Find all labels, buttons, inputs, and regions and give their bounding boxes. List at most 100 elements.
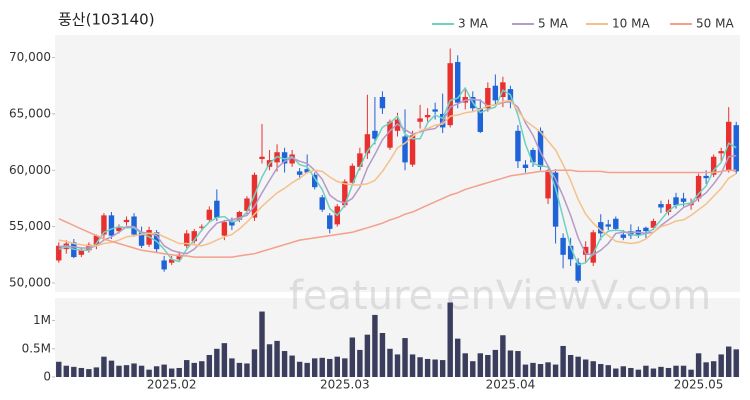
volume-bar bbox=[628, 367, 634, 377]
candle-body bbox=[289, 154, 295, 164]
candle-body bbox=[206, 209, 213, 220]
volume-bar bbox=[138, 365, 145, 377]
volume-bar bbox=[311, 358, 318, 377]
candle-body bbox=[168, 259, 175, 263]
volume-bar bbox=[492, 349, 499, 377]
volume-bar bbox=[537, 364, 544, 377]
volume-bar bbox=[710, 361, 717, 377]
candle-body bbox=[725, 121, 732, 171]
volume-bar bbox=[274, 340, 280, 377]
legend-label: 3 MA bbox=[458, 17, 489, 31]
candle-body bbox=[628, 231, 634, 236]
candle-body bbox=[545, 170, 551, 199]
volume-bar bbox=[146, 369, 152, 377]
volume-bar bbox=[522, 364, 529, 377]
ma-line bbox=[58, 98, 737, 256]
volume-bar bbox=[530, 362, 536, 377]
legend-label: 10 MA bbox=[612, 17, 650, 31]
candle-body bbox=[402, 136, 408, 163]
candle-body bbox=[650, 220, 657, 228]
volume-bar bbox=[184, 360, 190, 377]
volume-bar bbox=[387, 348, 393, 377]
volume-bar bbox=[718, 354, 724, 377]
candle-body bbox=[530, 149, 536, 163]
volume-bar bbox=[244, 363, 250, 377]
volume-bar bbox=[560, 345, 566, 377]
volume-bar bbox=[236, 362, 243, 377]
candle-body bbox=[643, 227, 649, 232]
volume-bar bbox=[582, 359, 589, 377]
volume-bar bbox=[462, 353, 468, 377]
volume-bar bbox=[424, 358, 431, 377]
volume-bar bbox=[643, 365, 649, 377]
candle-body bbox=[379, 96, 386, 109]
candle-body bbox=[485, 87, 491, 109]
candle-body bbox=[138, 232, 145, 246]
candle-body bbox=[455, 62, 461, 103]
candle-body bbox=[78, 250, 85, 255]
volume-bar bbox=[402, 338, 408, 377]
volume-bar bbox=[500, 335, 506, 377]
candle-body bbox=[598, 222, 604, 234]
volume-tick-label: 0.5M bbox=[22, 341, 51, 355]
volume-tick-label: 1M bbox=[33, 313, 51, 327]
volume-bar bbox=[327, 358, 333, 377]
candle-body bbox=[236, 211, 243, 220]
volume-bar bbox=[296, 361, 303, 377]
x-tick-label: 2025.04 bbox=[486, 378, 536, 392]
candle-body bbox=[123, 219, 130, 223]
volume-bar bbox=[199, 361, 205, 377]
candle-body bbox=[364, 134, 371, 154]
ma-line bbox=[58, 99, 737, 247]
candle-body bbox=[342, 181, 348, 206]
volume-bar bbox=[680, 365, 687, 377]
volume-bar bbox=[439, 360, 446, 377]
volume-bar bbox=[379, 332, 386, 377]
candle-body bbox=[56, 245, 62, 261]
candle-body bbox=[161, 260, 167, 270]
candle-body bbox=[665, 204, 672, 212]
volume-bar bbox=[552, 364, 559, 377]
candle-body bbox=[613, 218, 619, 229]
volume-bar bbox=[131, 363, 137, 377]
candle-body bbox=[522, 164, 529, 169]
volume-bar bbox=[116, 365, 122, 377]
legend-label: 5 MA bbox=[538, 17, 569, 31]
volume-bar bbox=[605, 365, 611, 377]
candle-body bbox=[658, 204, 664, 208]
candle-body bbox=[680, 198, 687, 202]
volume-bar bbox=[153, 366, 160, 377]
volume-bar bbox=[515, 351, 521, 377]
candle-body bbox=[101, 215, 107, 235]
ma-line bbox=[58, 169, 737, 258]
candle-body bbox=[296, 171, 303, 175]
volume-bar bbox=[432, 359, 438, 377]
candle-body bbox=[575, 262, 581, 281]
volume-bar bbox=[725, 346, 732, 377]
volume-bar bbox=[673, 365, 679, 377]
volume-bar bbox=[349, 337, 356, 377]
candle-body bbox=[176, 254, 182, 260]
candle-body bbox=[567, 245, 574, 260]
volume-bar bbox=[108, 360, 115, 377]
volume-bar bbox=[575, 356, 581, 377]
candle-body bbox=[214, 200, 220, 218]
volume-bar bbox=[545, 362, 551, 377]
candle-body bbox=[372, 130, 378, 139]
ma-line bbox=[58, 86, 737, 266]
volume-bar bbox=[485, 354, 491, 377]
candle-body bbox=[244, 198, 250, 211]
volume-bar bbox=[703, 362, 709, 377]
volume-bar bbox=[733, 349, 739, 377]
candle-body bbox=[184, 233, 190, 246]
candle-body bbox=[349, 165, 356, 183]
volume-bar bbox=[206, 354, 213, 377]
candle-body bbox=[424, 115, 431, 118]
volume-bar bbox=[259, 311, 265, 377]
candle-body bbox=[229, 220, 235, 226]
y-tick-label: 70,000 bbox=[9, 50, 51, 64]
candle-body bbox=[304, 169, 310, 173]
volume-bar bbox=[191, 362, 197, 377]
candle-body bbox=[108, 215, 115, 236]
